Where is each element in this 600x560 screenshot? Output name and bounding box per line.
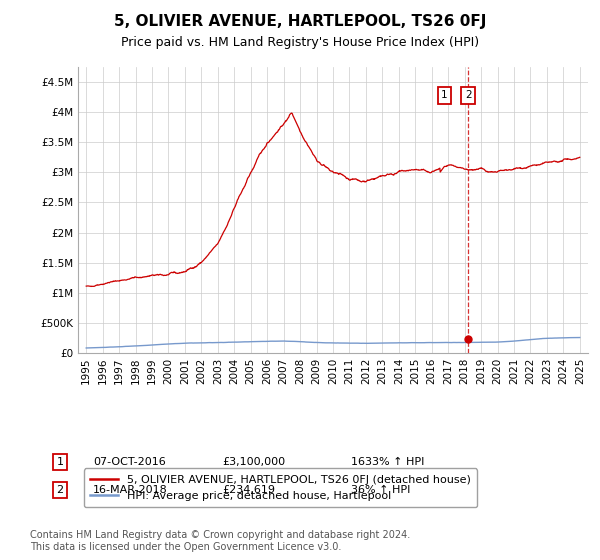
Text: 1633% ↑ HPI: 1633% ↑ HPI [351, 457, 424, 467]
Text: 2: 2 [465, 91, 472, 100]
Text: Contains HM Land Registry data © Crown copyright and database right 2024.
This d: Contains HM Land Registry data © Crown c… [30, 530, 410, 552]
Text: 16-MAR-2018: 16-MAR-2018 [93, 485, 168, 495]
Text: £234,619: £234,619 [222, 485, 275, 495]
Text: £3,100,000: £3,100,000 [222, 457, 285, 467]
Text: 1: 1 [441, 91, 448, 100]
Text: Price paid vs. HM Land Registry's House Price Index (HPI): Price paid vs. HM Land Registry's House … [121, 36, 479, 49]
Text: 2: 2 [56, 485, 64, 495]
Text: 07-OCT-2016: 07-OCT-2016 [93, 457, 166, 467]
Text: 1: 1 [56, 457, 64, 467]
Legend: 5, OLIVIER AVENUE, HARTLEPOOL, TS26 0FJ (detached house), HPI: Average price, de: 5, OLIVIER AVENUE, HARTLEPOOL, TS26 0FJ … [83, 468, 478, 507]
Text: 5, OLIVIER AVENUE, HARTLEPOOL, TS26 0FJ: 5, OLIVIER AVENUE, HARTLEPOOL, TS26 0FJ [114, 14, 486, 29]
Text: 36% ↑ HPI: 36% ↑ HPI [351, 485, 410, 495]
